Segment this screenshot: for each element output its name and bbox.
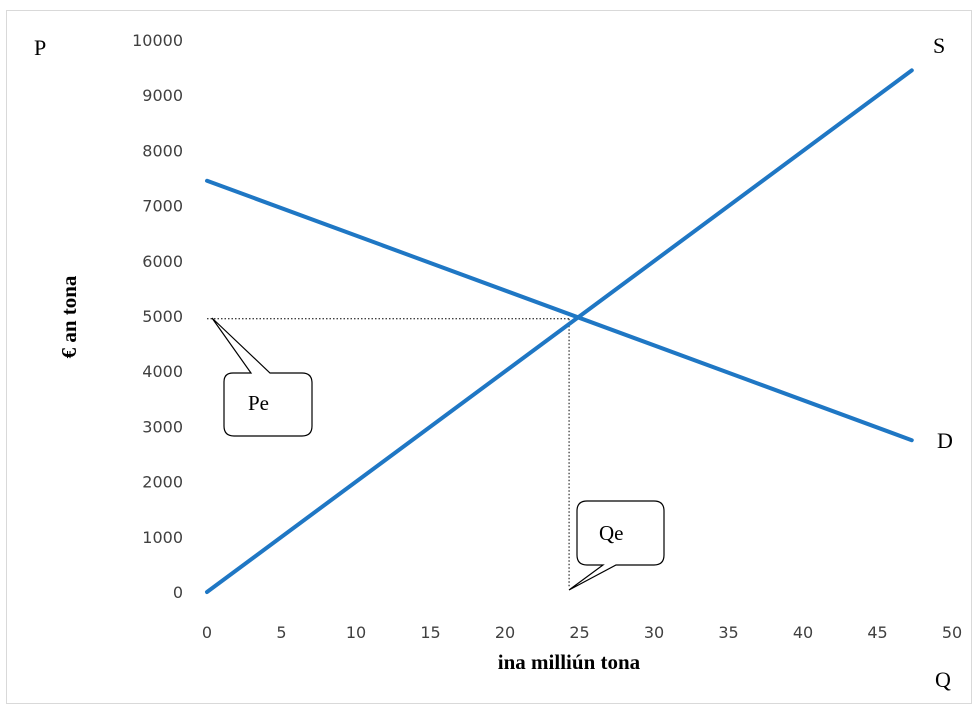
pe-callout-label: Pe [248,391,269,415]
y-tick-label: 3000 [142,417,183,436]
y-tick-label: 9000 [142,86,183,105]
x-tick-label: 5 [276,623,286,642]
demand-label: D [937,428,953,453]
qe-callout: Qe [568,500,665,591]
supply-curve [205,68,914,594]
quantity-corner-label: Q [935,667,951,692]
y-tick-label: 0 [173,583,183,602]
qe-callout-label: Qe [599,521,624,545]
x-tick-label: 30 [644,623,664,642]
y-tick-label: 8000 [142,141,183,160]
pe-callout: Pe [211,317,313,437]
x-tick-label: 15 [420,623,440,642]
y-tick-label: 4000 [142,362,183,381]
y-tick-label: 5000 [142,307,183,326]
pe-callout-box [211,317,313,437]
qe-callout-box [568,500,665,591]
supply-label: S [933,33,945,58]
x-tick-label: 50 [942,623,962,642]
x-tick-label: 25 [569,623,589,642]
chart-frame [6,10,972,704]
x-tick-label: 35 [718,623,738,642]
y-tick-label: 7000 [142,197,183,216]
x-tick-label: 0 [202,623,212,642]
demand-curve [205,178,914,443]
x-axis-title: ina milliún tona [498,650,641,674]
y-tick-label: 6000 [142,252,183,271]
price-corner-label: P [34,35,46,60]
y-tick-label: 1000 [142,528,183,547]
y-axis-title: € an tona [57,275,81,358]
x-tick-label: 45 [867,623,887,642]
y-tick-label: 2000 [142,473,183,492]
y-tick-label: 10000 [132,31,183,50]
x-tick-label: 20 [495,623,515,642]
x-tick-label: 40 [793,623,813,642]
x-tick-label: 10 [346,623,366,642]
